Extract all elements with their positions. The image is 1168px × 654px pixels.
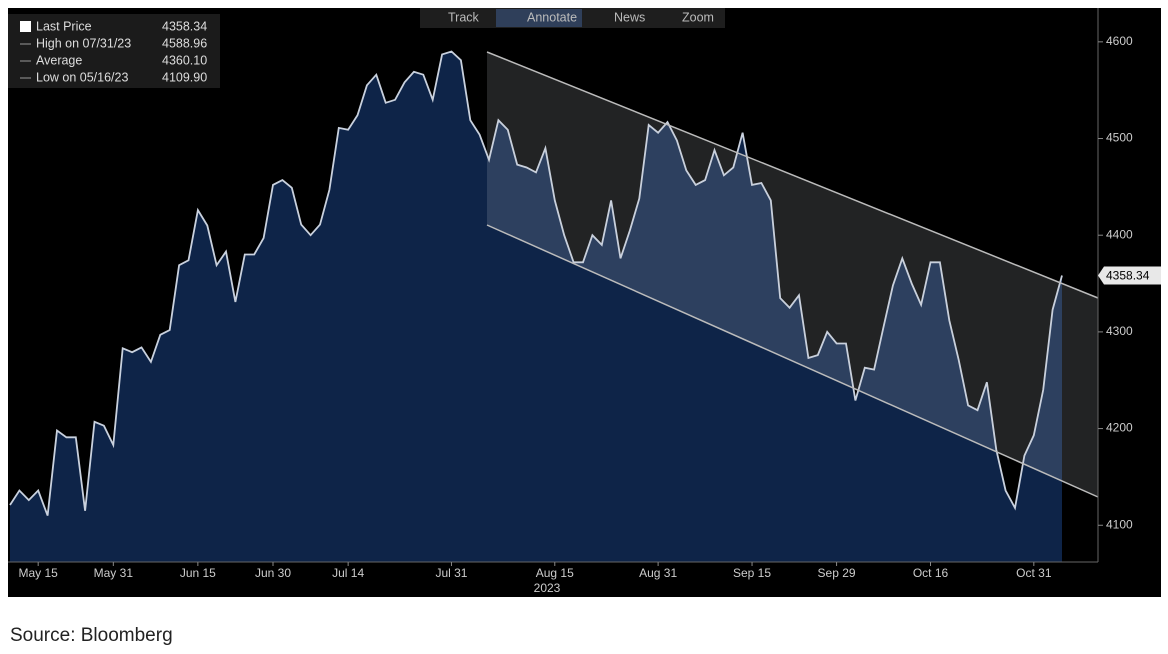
- y-tick-label: 4600: [1106, 34, 1133, 48]
- toolbar-item[interactable]: Zoom: [682, 10, 714, 24]
- legend-box: [8, 14, 220, 88]
- area: [10, 51, 1062, 562]
- x-tick-label: May 31: [94, 566, 134, 580]
- last-price-tag: [1098, 266, 1161, 285]
- toolbar-item[interactable]: News: [614, 10, 645, 24]
- y-tick-label: 4300: [1106, 324, 1133, 338]
- x-tick-label: Oct 31: [1016, 566, 1052, 580]
- channel-lower: [486, 224, 1099, 498]
- channel: [487, 52, 1098, 497]
- x-tick-label: Jul 31: [435, 566, 467, 580]
- x-tick-label: Oct 16: [913, 566, 949, 580]
- y-tick-label: 4200: [1106, 421, 1133, 435]
- toolbar-item[interactable]: Track: [448, 10, 480, 24]
- x-tick-label: Jul 14: [332, 566, 364, 580]
- legend-label: Average: [36, 53, 82, 67]
- x-tick-label: Jun 30: [255, 566, 291, 580]
- toolbar-active: [496, 9, 582, 27]
- channel-upper: [486, 51, 1099, 299]
- legend-label: High on 07/31/23: [36, 36, 131, 50]
- source: Source: Bloomberg: [10, 625, 173, 646]
- x-tick-label: Jun 15: [180, 566, 216, 580]
- chart: 4100 4200 4300 4400 4500 4600 May 15 May 31 Jun …: [8, 8, 1161, 597]
- x-tick-label: May 15: [18, 566, 58, 580]
- legend-swatch: [20, 21, 31, 32]
- line: [9, 50, 1063, 516]
- y-tick-label: 4100: [1106, 517, 1133, 531]
- x-axis-label: 2023: [534, 581, 561, 595]
- x-tick-label: Sep 15: [733, 566, 771, 580]
- legend-value: 4588.96: [162, 36, 207, 50]
- legend-label: Last Price: [36, 19, 92, 33]
- x-tick-label: Sep 29: [818, 566, 856, 580]
- x-tick-label: Aug 31: [639, 566, 677, 580]
- last-price-label: 4358.34: [1106, 269, 1150, 283]
- y-tick-label: 4500: [1106, 131, 1133, 145]
- x-tick-label: Aug 15: [536, 566, 574, 580]
- legend-value: 4109.90: [162, 70, 207, 84]
- y-tick-label: 4400: [1106, 227, 1133, 241]
- legend-value: 4360.10: [162, 53, 207, 67]
- legend-value: 4358.34: [162, 19, 207, 33]
- toolbar-item[interactable]: Annotate: [527, 10, 577, 24]
- legend-label: Low on 05/16/23: [36, 70, 128, 84]
